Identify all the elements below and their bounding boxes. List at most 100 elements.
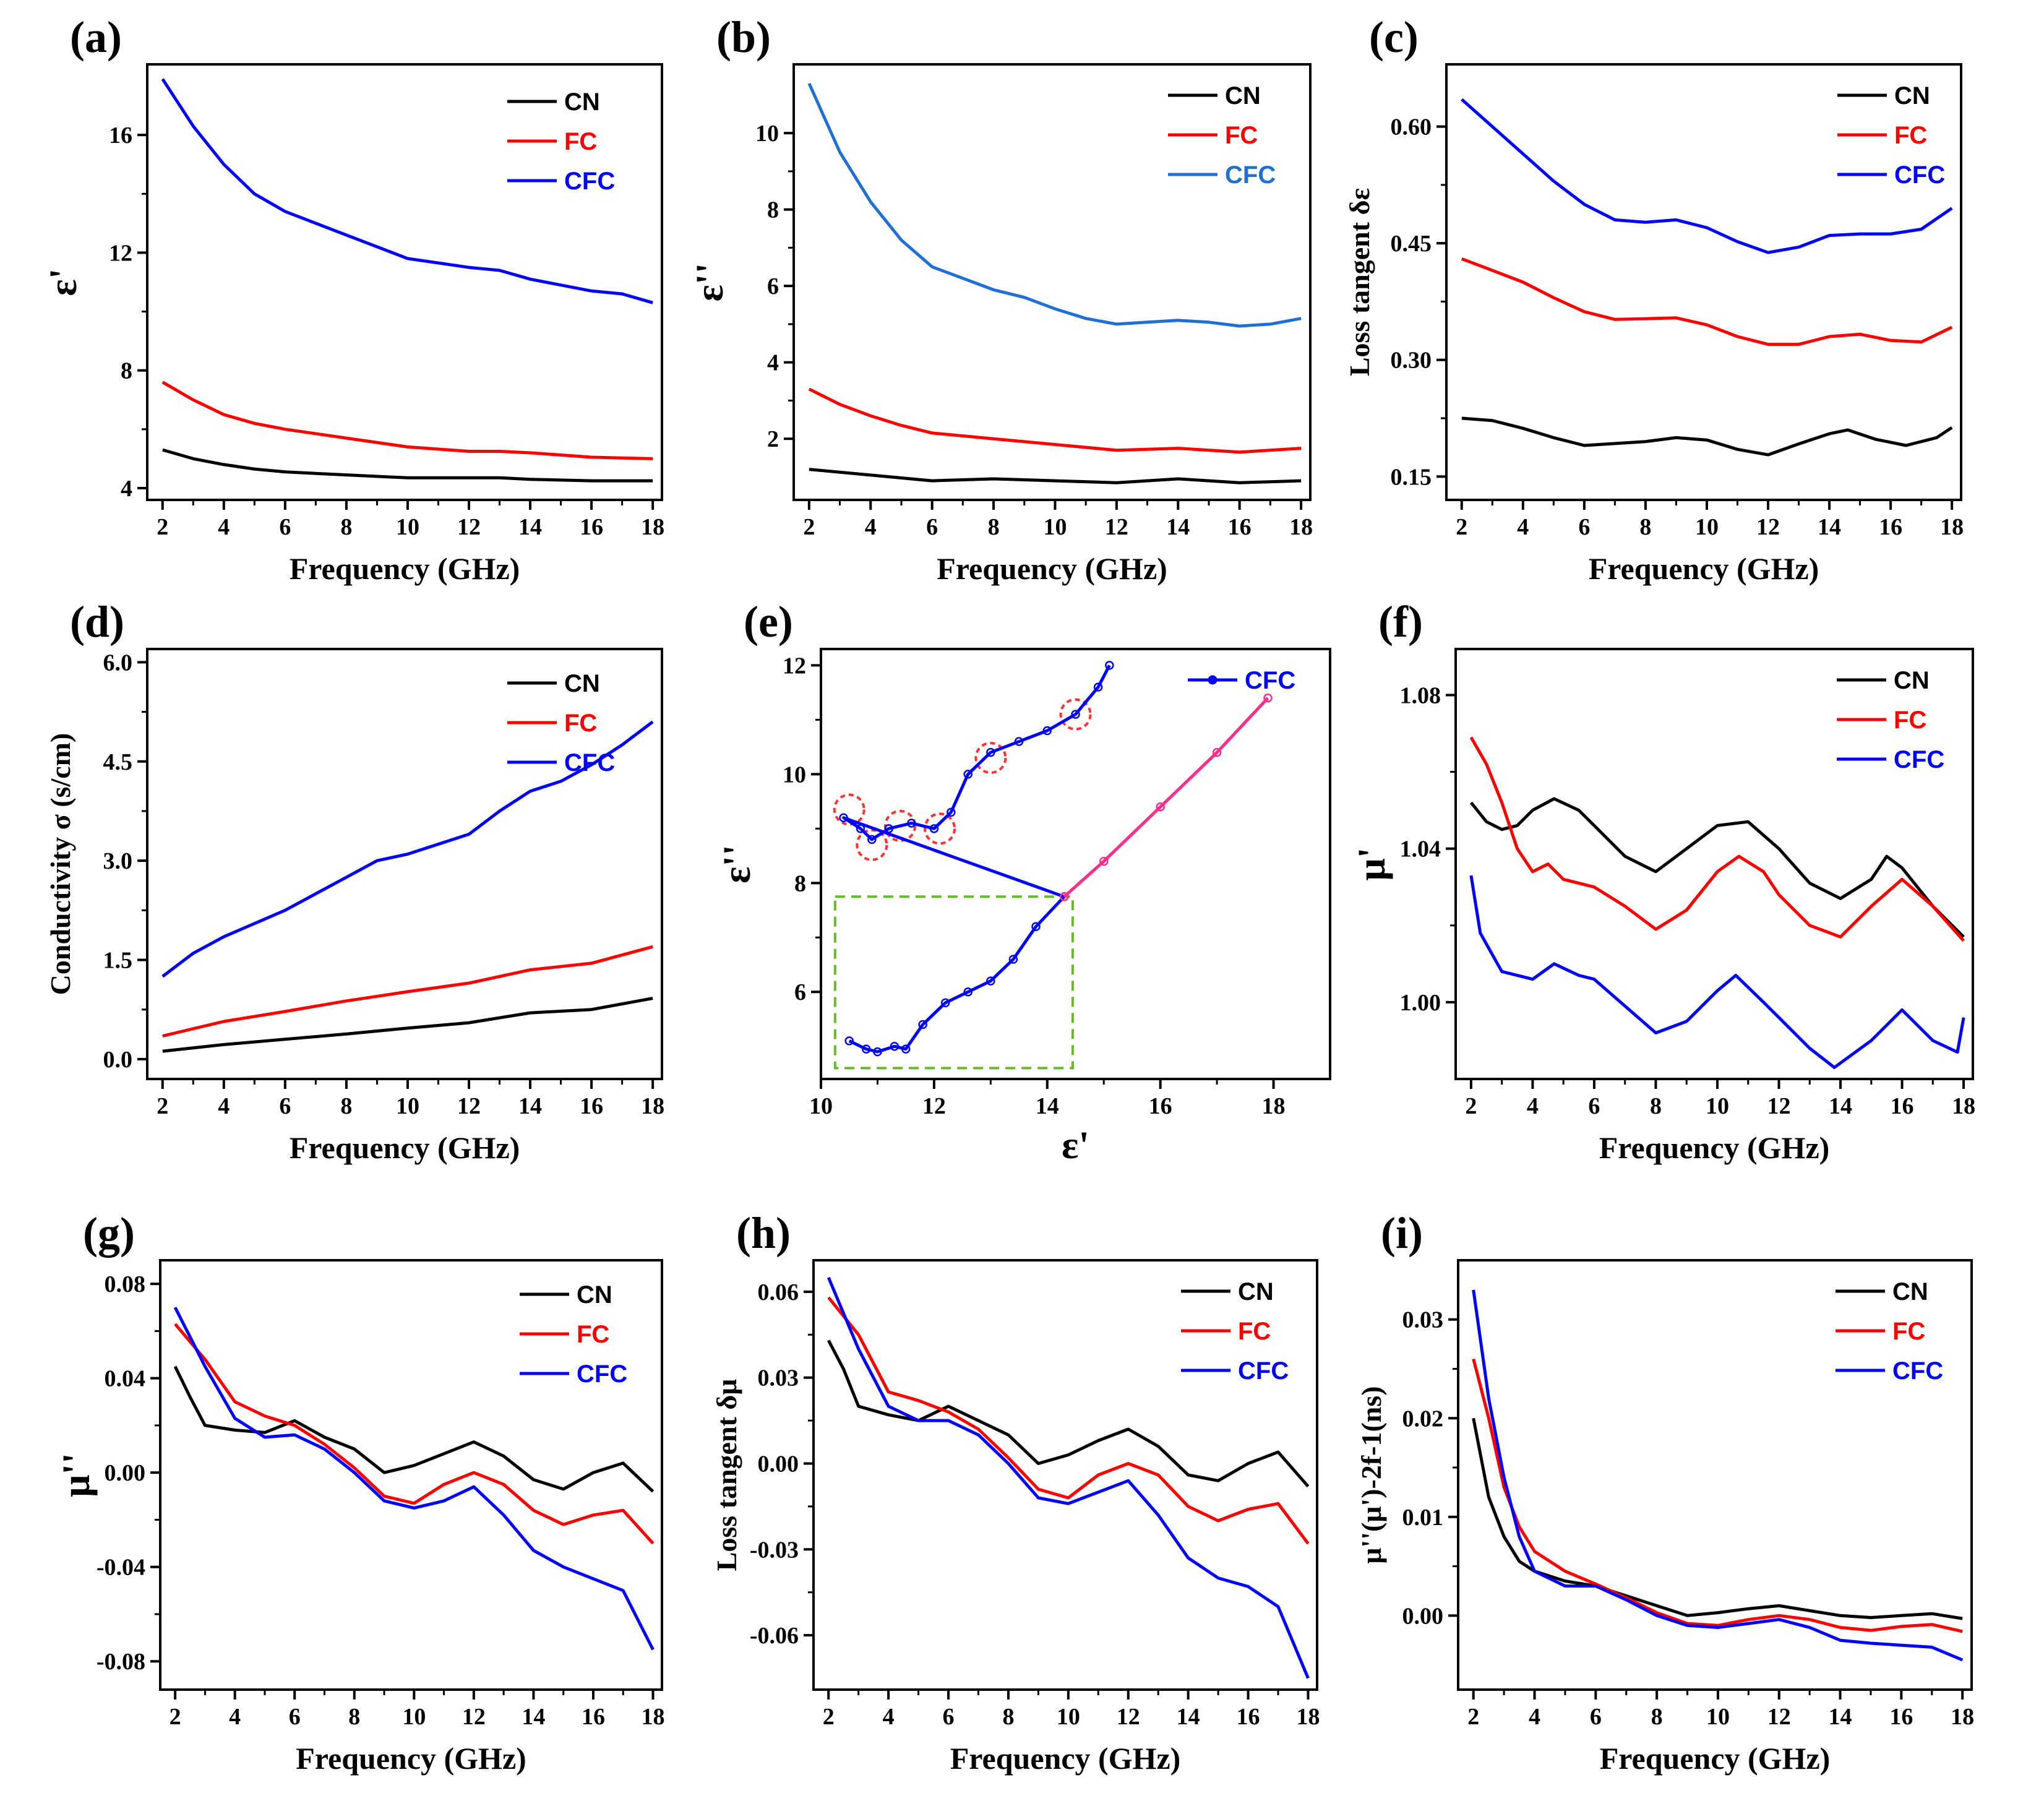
legend-label-fc: FC [1225, 122, 1258, 149]
x-tick-label: 16 [1891, 1093, 1914, 1119]
legend-marker [1208, 675, 1217, 685]
x-axis-label: Frequency (GHz) [290, 551, 520, 586]
y-tick-label: 0.00 [758, 1451, 799, 1477]
x-tick-label: 4 [229, 1704, 241, 1730]
data-point-cfc [986, 976, 995, 986]
x-tick-label: 12 [1105, 514, 1128, 540]
plot-frame [146, 63, 663, 501]
x-tick-label: 10 [1706, 1704, 1730, 1730]
y-tick-label: -0.03 [750, 1537, 799, 1563]
panel-e: 10 12 14 16 18 6 8 10 12 ε' ε'' (e) CFC [715, 597, 1331, 1167]
legend-label-fc: FC [1238, 1318, 1271, 1345]
x-tick-label: 8 [1639, 514, 1651, 540]
y-tick-label: 4 [121, 476, 132, 502]
y-tick-label: 0.0 [103, 1047, 133, 1073]
data-point-cfc [986, 747, 995, 757]
x-tick-label: 16 [1889, 1704, 1913, 1730]
legend-label-cfc: CFC [564, 749, 615, 776]
y-tick-label: 8 [121, 358, 132, 384]
x-tick-label: 2 [157, 514, 168, 540]
y-axis-label: ε'' [687, 263, 731, 302]
x-tick-label: 8 [1002, 1704, 1014, 1730]
dashed-circle [924, 812, 956, 845]
legend-label-cfc: CFC [1245, 667, 1295, 694]
x-tick-label: 12 [922, 1093, 946, 1119]
y-tick-label: 4 [767, 350, 779, 376]
x-tick-label: 14 [1829, 1093, 1852, 1119]
plot-frame [146, 648, 663, 1080]
x-axis-label: ε' [1062, 1123, 1089, 1167]
series-line-cn [162, 997, 653, 1053]
series-line-cfc [1461, 98, 1953, 254]
panel-label: (i) [1381, 1208, 1423, 1258]
y-tick-label: 10 [755, 121, 779, 147]
y-tick-label: 0.03 [758, 1365, 799, 1391]
plot-frame [792, 63, 1312, 501]
y-axis-label: μ''(μ')-2f-1(ns) [1355, 1386, 1387, 1563]
y-tick-label: 12 [783, 653, 806, 679]
data-point-cfc [890, 1041, 900, 1051]
legend-label-cfc: CFC [1225, 161, 1276, 189]
x-tick-label: 16 [580, 1093, 603, 1119]
y-tick-label: 0.00 [1402, 1603, 1444, 1629]
panel-label: (h) [736, 1208, 791, 1258]
series-line-fc [174, 1323, 655, 1545]
x-tick-label: 16 [582, 1704, 605, 1730]
x-tick-label: 18 [642, 1704, 665, 1730]
legend-label-cn: CN [1894, 667, 1930, 694]
data-point-linear [1156, 802, 1165, 812]
series-line-fc [161, 380, 653, 460]
data-point-cfc [884, 824, 893, 833]
y-tick-label: 1.5 [103, 948, 133, 974]
series-line-cfc [173, 1307, 655, 1651]
y-tick-label: 0.03 [1402, 1307, 1444, 1333]
series-group [1472, 1289, 1964, 1662]
y-axis-label: μ' [1349, 847, 1393, 880]
x-tick-label: 6 [1578, 514, 1590, 540]
y-tick-label: 12 [109, 240, 132, 266]
panel-label: (b) [716, 12, 771, 62]
y-tick-label: 0.02 [1402, 1406, 1444, 1432]
dashed-circle [833, 793, 865, 826]
y-tick-label: 1.04 [1400, 836, 1441, 862]
x-tick-label: 12 [1756, 514, 1780, 540]
x-tick-label: 2 [1467, 1704, 1479, 1730]
data-point-linear [1099, 856, 1109, 866]
dashed-circle [974, 741, 1007, 774]
x-axis-label: Frequency (GHz) [296, 1741, 526, 1776]
x-tick-label: 10 [1706, 1093, 1729, 1119]
series-group [827, 1276, 1310, 1679]
x-axis-label: Frequency (GHz) [1589, 551, 1819, 586]
plot-frame [1457, 1259, 1973, 1691]
y-tick-label: 2 [767, 426, 779, 452]
data-point-cfc [1008, 955, 1018, 964]
x-tick-label: 14 [518, 1093, 542, 1119]
x-tick-label: 16 [1237, 1704, 1260, 1730]
x-tick-label: 4 [218, 1093, 230, 1119]
x-tick-label: 2 [1465, 1093, 1477, 1119]
y-tick-label: -0.04 [97, 1555, 145, 1581]
series-line-cfc [161, 720, 654, 978]
panel-label: (f) [1378, 597, 1423, 647]
x-tick-label: 2 [157, 1093, 168, 1119]
x-tick-label: 16 [1879, 514, 1902, 540]
y-tick-label: 6 [794, 979, 806, 1005]
panel-label: (g) [83, 1208, 135, 1258]
y-tick-label: 0.15 [1391, 464, 1432, 490]
x-axis-label: Frequency (GHz) [1600, 1741, 1831, 1776]
legend-label-cn: CN [564, 670, 600, 697]
data-point-cfc [839, 813, 848, 822]
y-tick-label: 0.45 [1391, 231, 1432, 257]
x-tick-label: 16 [580, 514, 603, 540]
plot-frame [159, 1259, 663, 1691]
x-tick-label: 4 [218, 514, 230, 540]
series-line-cn [809, 468, 1302, 484]
y-tick-label: 0.01 [1402, 1505, 1444, 1531]
x-tick-label: 14 [1166, 514, 1190, 540]
x-tick-label: 14 [1177, 1704, 1200, 1730]
data-point-cfc [918, 1020, 927, 1029]
y-axis-label: μ'' [54, 1453, 98, 1497]
x-tick-label: 12 [1117, 1704, 1140, 1730]
y-tick-label: 6 [767, 273, 779, 299]
